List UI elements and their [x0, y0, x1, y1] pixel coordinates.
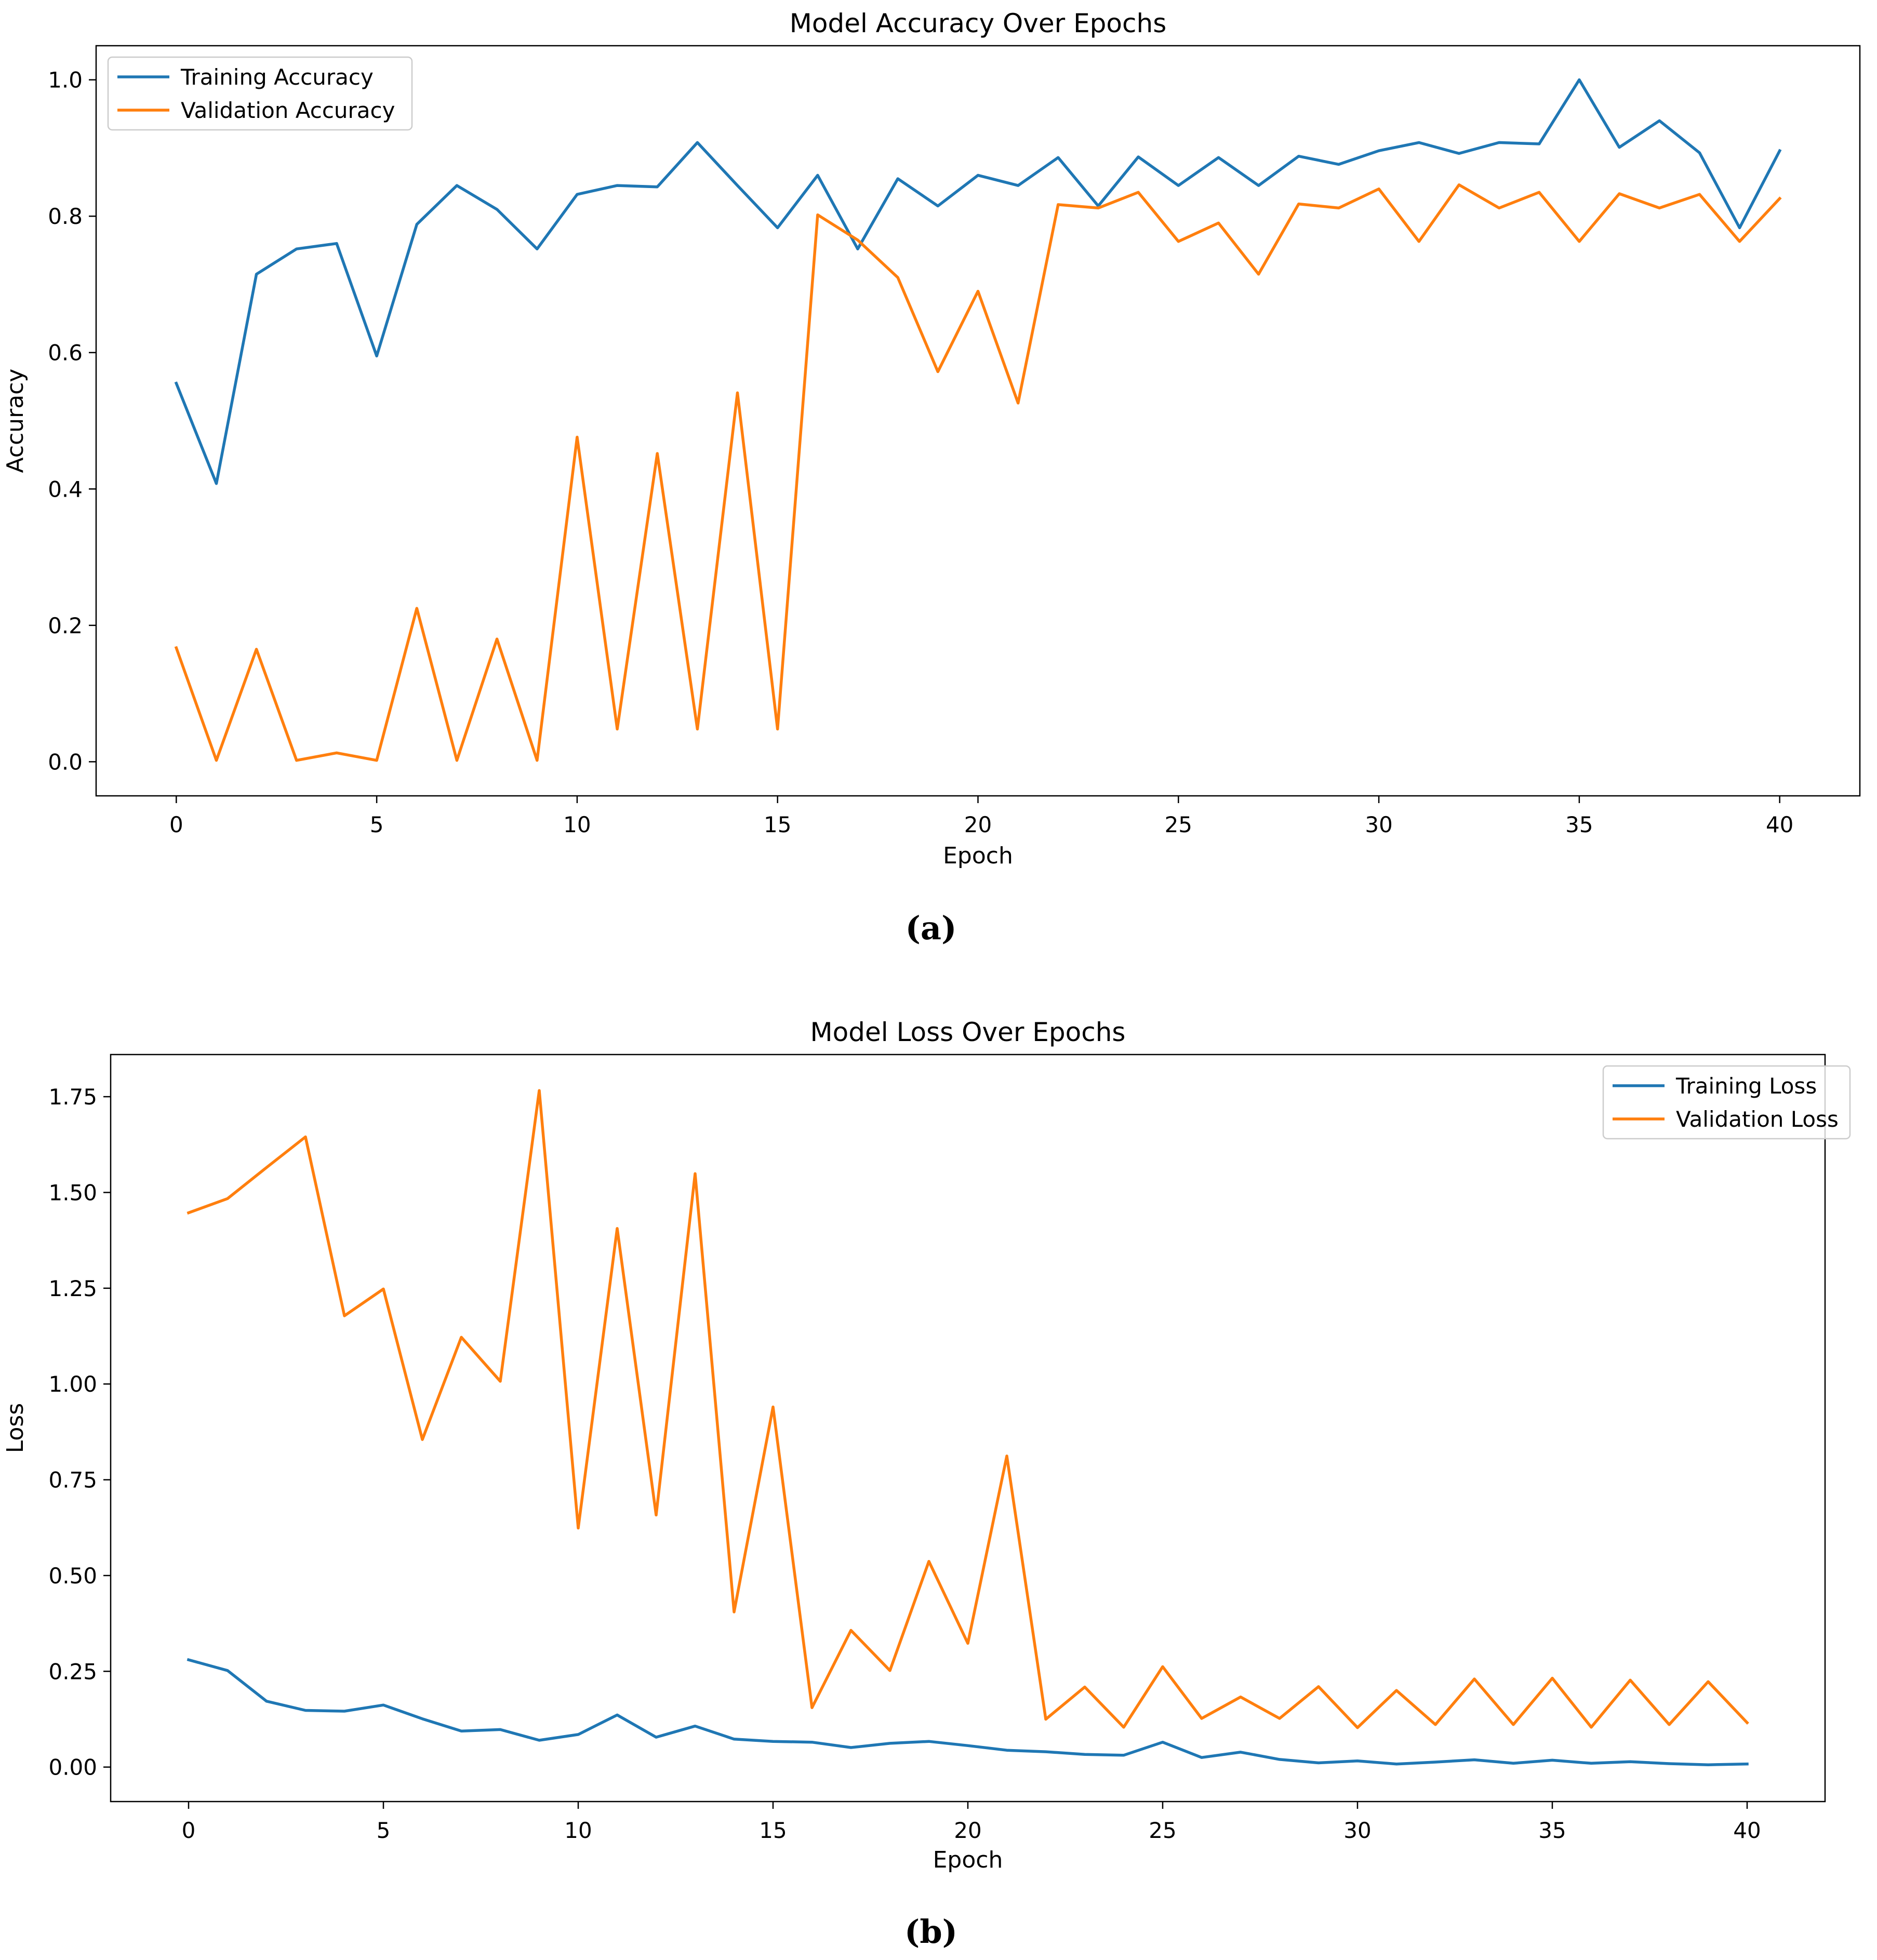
y-axis-label: Loss — [2, 1403, 29, 1454]
y-tick-label: 0.50 — [48, 1563, 97, 1589]
chart-title: Model Accuracy Over Epochs — [790, 8, 1167, 38]
series-line-training-loss — [187, 1658, 1749, 1766]
y-tick-label: 1.00 — [48, 1371, 97, 1397]
figure-label-b: (b) — [904, 1913, 957, 1951]
legend-entry: Validation Accuracy — [181, 98, 395, 123]
y-tick-label: 0.8 — [48, 204, 83, 229]
y-tick-label: 0.75 — [48, 1468, 97, 1493]
x-tick-label: 20 — [964, 812, 992, 837]
y-tick-label: 0.0 — [48, 749, 83, 775]
x-tick-label: 30 — [1365, 812, 1392, 837]
legend-entry: Training Loss — [1675, 1073, 1817, 1099]
x-tick-label: 30 — [1343, 1818, 1371, 1843]
chart-title: Model Loss Over Epochs — [810, 1017, 1126, 1047]
legend-entry: Validation Loss — [1676, 1106, 1839, 1132]
plot-frame — [110, 1054, 1826, 1803]
x-tick-label: 40 — [1733, 1818, 1761, 1843]
x-tick-label: 10 — [564, 1818, 592, 1843]
y-tick-label: 1.75 — [48, 1084, 97, 1110]
y-tick-label: 0.6 — [48, 340, 83, 366]
x-axis-label: Epoch — [943, 843, 1013, 869]
y-tick-label: 0.25 — [48, 1659, 97, 1684]
y-tick-label: 0.4 — [48, 476, 83, 502]
x-tick-label: 0 — [182, 1818, 196, 1843]
y-tick-label: 0.00 — [48, 1755, 97, 1780]
figure-label-a: (a) — [906, 909, 957, 947]
x-tick-label: 10 — [563, 812, 591, 837]
y-tick-label: 0.2 — [48, 613, 83, 638]
x-tick-label: 15 — [759, 1818, 787, 1843]
series-line-validation-loss — [187, 1089, 1749, 1729]
x-tick-label: 35 — [1565, 812, 1593, 837]
x-tick-label: 25 — [1149, 1818, 1176, 1843]
legend: Training Loss Validation Loss — [1602, 1065, 1851, 1140]
y-tick-label: 1.50 — [48, 1180, 97, 1205]
legend-box — [107, 56, 413, 131]
accuracy-chart: Model Accuracy Over Epochs 0 5 10 15 20 25 30 35… — [2, 8, 1861, 869]
loss-chart: Model Loss Over Epochs 0 5 10 15 20 25 30 35 40 0.… — [2, 1017, 1851, 1873]
plot-frame — [95, 45, 1861, 797]
legend-entry: Training Accuracy — [180, 64, 374, 90]
legend-box — [1602, 1065, 1851, 1140]
x-axis-label: Epoch — [933, 1847, 1003, 1873]
x-tick-label: 5 — [377, 1818, 391, 1843]
x-tick-label: 40 — [1766, 812, 1793, 837]
series-line-validation-accuracy — [174, 183, 1782, 762]
series-line-training-accuracy — [174, 78, 1782, 485]
y-axis-label: Accuracy — [2, 369, 29, 473]
legend: Training Accuracy Validation Accuracy — [107, 56, 413, 131]
x-tick-label: 15 — [764, 812, 791, 837]
y-tick-label: 1.0 — [48, 68, 83, 93]
x-tick-label: 25 — [1165, 812, 1192, 837]
x-tick-label: 0 — [169, 812, 183, 837]
x-tick-label: 35 — [1538, 1818, 1566, 1843]
x-tick-label: 5 — [370, 812, 384, 837]
y-tick-label: 1.25 — [48, 1276, 97, 1301]
x-tick-label: 20 — [954, 1818, 981, 1843]
